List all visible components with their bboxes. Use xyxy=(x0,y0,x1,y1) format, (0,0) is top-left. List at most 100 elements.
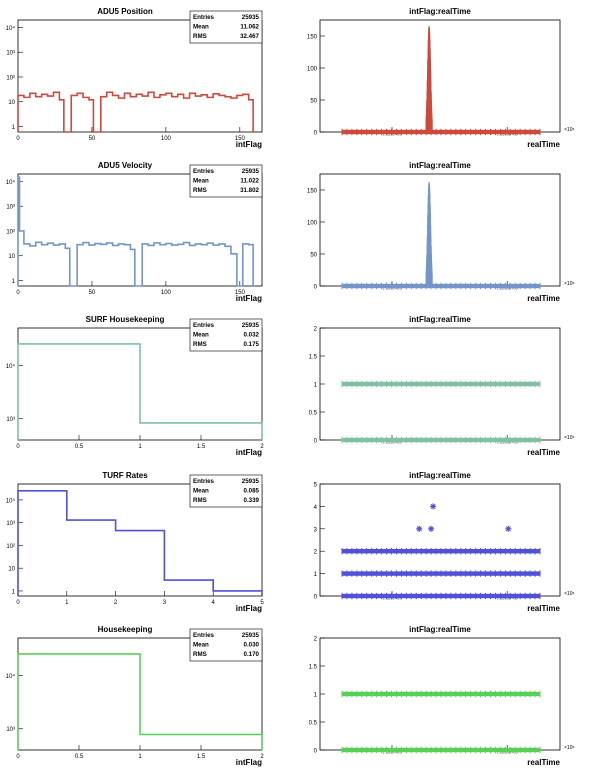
histogram-step xyxy=(17,176,255,287)
x-axis-label: realTime xyxy=(527,604,560,613)
x-exponent: ×10⁶ xyxy=(564,281,575,287)
chart-panel-3: ADU5 Velocity 1 10 10² 10³ 10⁴ 0 50 100 150 Entrie… xyxy=(6,161,263,303)
stats-label: Entries xyxy=(193,168,215,175)
x-tick-label: 1.5 xyxy=(197,444,206,450)
scatter-point xyxy=(505,526,511,532)
x-tick-label: 1 xyxy=(138,754,142,760)
x-axis-label: intFlag xyxy=(236,294,262,303)
x-tick-label: 0 xyxy=(16,444,20,450)
y-tick-label: 10³ xyxy=(6,417,15,423)
y-tick-label: 1 xyxy=(314,693,318,699)
y-tick-label: 10⁴ xyxy=(6,673,16,680)
y-tick-label: 10⁴ xyxy=(6,25,16,32)
x-axis-label: intFlag xyxy=(236,758,262,767)
y-tick-label: 1.5 xyxy=(309,355,318,361)
y-tick-label: 50 xyxy=(310,99,317,105)
x-tick-label: 2 xyxy=(114,600,118,606)
histogram-step xyxy=(17,490,263,596)
y-tick-label: 0 xyxy=(314,131,318,137)
chart-title: Housekeeping xyxy=(98,625,153,634)
stats-label: Mean xyxy=(193,642,209,649)
stats-label: Mean xyxy=(193,178,209,185)
chart-panel-2: intFlag:realTime0501001501.163e+091.1635… xyxy=(307,7,575,149)
y-tick-label: 2 xyxy=(314,637,318,643)
chart-title: intFlag:realTime xyxy=(409,625,471,634)
x-tick-label: 2 xyxy=(260,754,264,760)
x-tick-label: 100 xyxy=(161,290,172,296)
chart-title: intFlag:realTime xyxy=(409,161,471,170)
stats-value: 11.062 xyxy=(240,24,259,31)
y-tick-label: 10 xyxy=(8,100,15,106)
y-tick-label: 5 xyxy=(314,483,318,489)
x-tick-label: 0.5 xyxy=(75,754,84,760)
y-tick-label: 1.5 xyxy=(309,665,318,671)
x-tick-label: 150 xyxy=(235,136,246,142)
y-tick-label: 150 xyxy=(307,35,318,41)
y-tick-label: 0 xyxy=(314,595,318,601)
stats-label: Entries xyxy=(193,478,215,485)
x-tick-label: 50 xyxy=(89,290,96,296)
stats-value: 0.339 xyxy=(244,497,260,504)
y-tick-label: 100 xyxy=(307,67,318,73)
plot-frame xyxy=(319,483,561,597)
scatter-point xyxy=(428,526,434,532)
stats-value: 25935 xyxy=(242,14,260,21)
stats-value: 0.170 xyxy=(244,651,260,658)
x-axis-label: realTime xyxy=(527,758,560,767)
x-tick-label: 4 xyxy=(212,600,216,606)
x-tick-label: 0 xyxy=(16,754,20,760)
x-tick-label: 0 xyxy=(16,600,20,606)
stats-box xyxy=(189,628,263,662)
y-tick-label: 10 xyxy=(8,254,15,260)
histogram-step xyxy=(17,343,263,440)
x-exponent: ×10⁶ xyxy=(564,127,575,133)
x-tick-label: 0 xyxy=(16,290,20,296)
x-axis-label: realTime xyxy=(527,140,560,149)
chart-panel-10: intFlag:realTime00.511.521.163e+091.1635… xyxy=(309,625,575,767)
x-tick-label: 50 xyxy=(89,136,96,142)
x-tick-label: 100 xyxy=(161,136,172,142)
scatter-outlier xyxy=(505,525,512,532)
y-tick-label: 10³ xyxy=(6,521,15,527)
scatter-point xyxy=(416,526,422,532)
chart-title: SURF Housekeeping xyxy=(86,315,165,324)
y-tick-label: 4 xyxy=(314,505,318,511)
x-axis-label: realTime xyxy=(527,294,560,303)
stats-label: Entries xyxy=(193,14,215,21)
stats-box xyxy=(189,164,263,198)
stats-label: Mean xyxy=(193,488,209,495)
y-tick-label: 1 xyxy=(12,125,16,131)
y-tick-label: 1 xyxy=(314,572,318,578)
chart-panel-1: ADU5 Position 1 10 10² 10³ 10⁴ 0 50 100 150 Entrie… xyxy=(6,7,263,149)
stats-label: RMS xyxy=(193,187,207,194)
plot-frame xyxy=(319,173,561,287)
x-exponent: ×10⁶ xyxy=(564,435,575,441)
scatter-point xyxy=(430,503,436,509)
stats-label: RMS xyxy=(193,497,207,504)
chart-panel-6: intFlag:realTime00.511.521.163e+091.1635… xyxy=(309,315,575,457)
chart-panel-9: Housekeeping 10³ 10⁴ 0 0.5 1 1.5 2 Entries 25935 M… xyxy=(6,625,265,767)
stats-label: RMS xyxy=(193,341,207,348)
stats-label: Mean xyxy=(193,24,209,31)
x-exponent: ×10⁶ xyxy=(564,745,575,751)
stats-label: Mean xyxy=(193,332,209,339)
y-tick-label: 0 xyxy=(314,285,318,291)
y-tick-label: 0.5 xyxy=(309,411,318,417)
stats-value: 11.022 xyxy=(240,178,259,185)
chart-title: ADU5 Position xyxy=(97,7,153,16)
x-tick-label: 1 xyxy=(65,600,69,606)
y-tick-label: 1 xyxy=(12,589,16,595)
stats-value: 0.085 xyxy=(244,488,260,495)
stats-label: RMS xyxy=(193,33,207,40)
stats-value: 25935 xyxy=(242,632,260,639)
stats-value: 31.802 xyxy=(240,187,259,194)
y-tick-label: 10⁴ xyxy=(6,363,16,370)
x-tick-label: 3 xyxy=(163,600,167,606)
x-tick-label: 5 xyxy=(260,600,264,606)
x-tick-label: 1.5 xyxy=(197,754,206,760)
scatter-outlier xyxy=(416,525,423,532)
scatter-outlier xyxy=(428,525,435,532)
x-tick-label: 0.5 xyxy=(75,444,84,450)
x-axis-label: intFlag xyxy=(236,448,262,457)
